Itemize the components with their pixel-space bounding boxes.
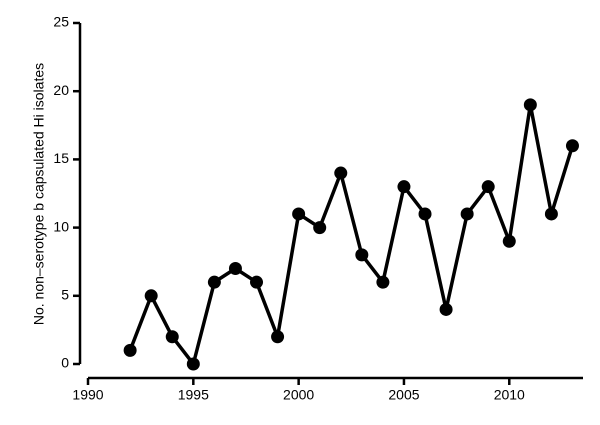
point — [355, 248, 369, 262]
point — [544, 207, 558, 221]
x-tick-label: 1990 — [72, 387, 103, 403]
point — [418, 207, 432, 221]
point — [376, 275, 390, 289]
point — [460, 207, 474, 221]
y-tick-label: 15 — [53, 150, 69, 166]
point — [313, 221, 327, 235]
point — [565, 139, 579, 153]
y-tick-label: 5 — [61, 287, 69, 303]
y-tick-label: 25 — [53, 14, 69, 30]
point — [144, 289, 158, 303]
y-tick-label: 20 — [53, 82, 69, 98]
x-tick-label: 1995 — [178, 387, 209, 403]
x-tick-label: 2010 — [494, 387, 525, 403]
point — [186, 357, 200, 371]
point — [334, 166, 348, 180]
point — [523, 98, 537, 112]
y-tick-label: 10 — [53, 218, 69, 234]
point — [292, 207, 306, 221]
x-tick-label: 2000 — [283, 387, 314, 403]
point — [228, 262, 242, 276]
point — [271, 330, 285, 344]
point — [165, 330, 179, 344]
y-axis-label: No. non–serotype b capsulated Hi isolate… — [31, 63, 47, 325]
y-tick-label: 0 — [61, 355, 69, 371]
point — [481, 180, 495, 194]
line — [128, 104, 575, 368]
point — [502, 234, 516, 248]
point — [207, 275, 221, 289]
point — [123, 343, 137, 357]
point — [439, 302, 453, 316]
x-tick-label: 2005 — [388, 387, 419, 403]
point — [397, 180, 411, 194]
point — [250, 275, 264, 289]
